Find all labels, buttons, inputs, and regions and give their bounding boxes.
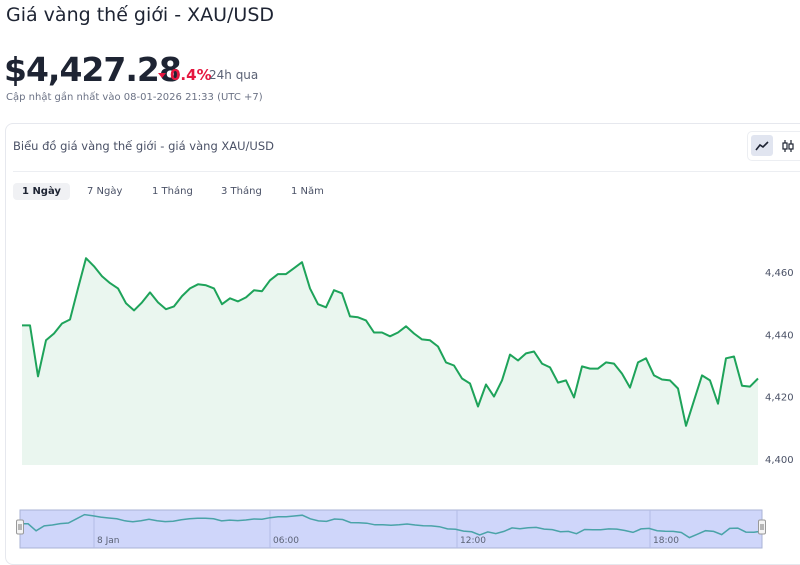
navigator-time-label: 12:00 bbox=[460, 536, 486, 546]
navigator-time-label: 18:00 bbox=[653, 536, 679, 546]
y-tick-label: 4,420 bbox=[765, 393, 794, 404]
y-tick-label: 4,440 bbox=[765, 330, 794, 341]
y-tick-label: 4,460 bbox=[765, 268, 794, 279]
navigator-time-label: 8 Jan bbox=[97, 536, 119, 546]
price-chart[interactable]: 4,400 4,420 4,440 4,460 8 Jan 06:00 12:00 18:00 bbox=[0, 0, 800, 551]
navigator-left-handle[interactable] bbox=[17, 520, 24, 534]
navigator-right-handle[interactable] bbox=[759, 520, 766, 534]
y-tick-label: 4,400 bbox=[765, 455, 794, 466]
navigator-time-label: 06:00 bbox=[273, 536, 299, 546]
